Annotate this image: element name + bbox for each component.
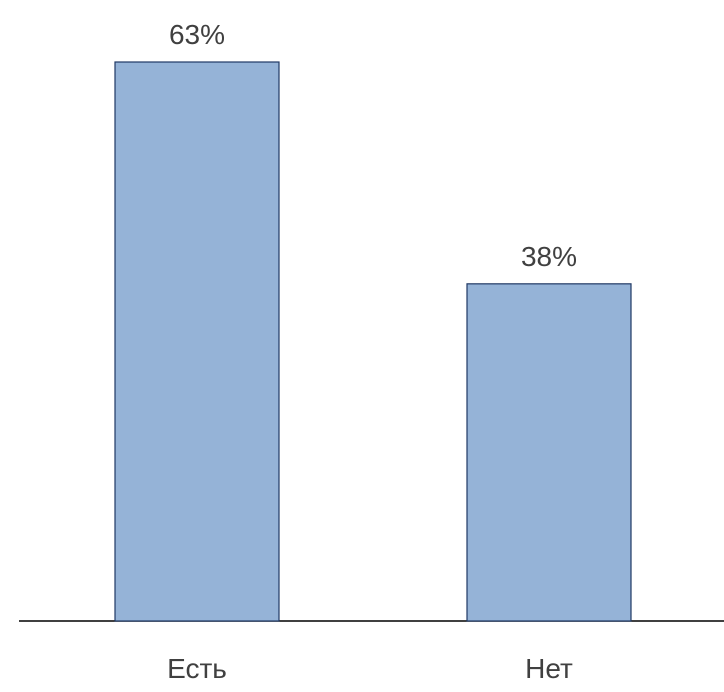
category-label-1: Есть: [167, 653, 227, 684]
value-label-2: 38%: [521, 241, 577, 272]
category-label-2: Нет: [525, 653, 573, 684]
category-labels-group: Есть Нет: [167, 653, 573, 684]
bars-group: [114, 61, 632, 622]
bar-2: [466, 283, 632, 622]
bar-1: [114, 61, 280, 622]
value-label-1: 63%: [169, 19, 225, 50]
value-labels-group: 63% 38%: [169, 19, 577, 272]
